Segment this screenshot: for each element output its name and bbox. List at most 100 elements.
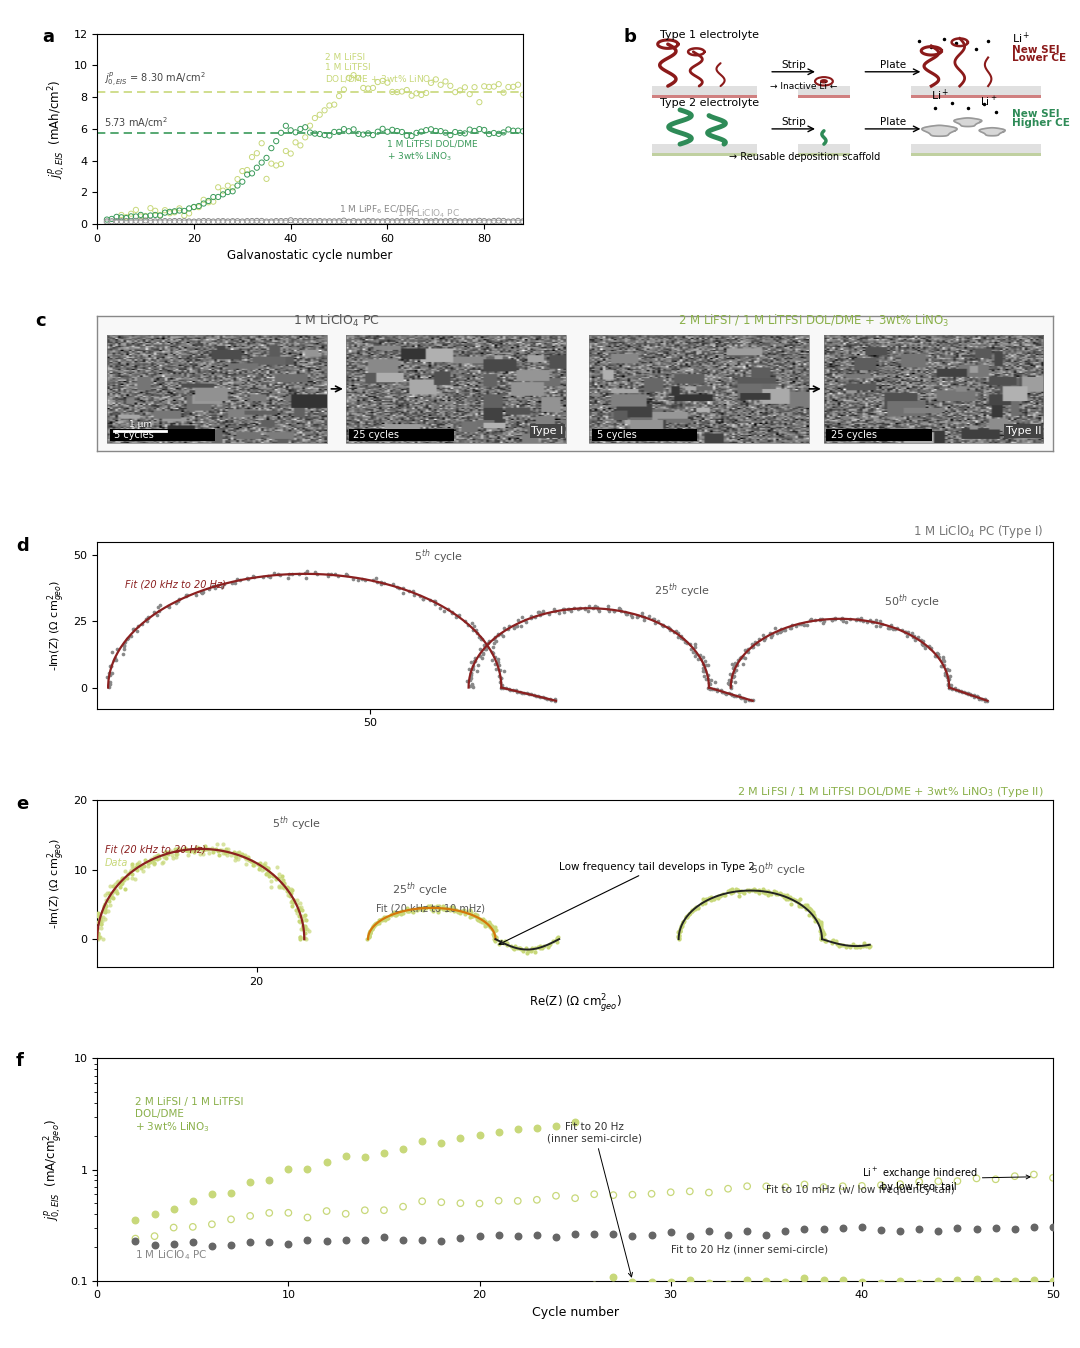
- Point: [472, 639, 489, 661]
- Point: [477, 915, 495, 937]
- Point: [178, 585, 195, 607]
- Point: [684, 899, 701, 921]
- Point: [662, 619, 679, 640]
- Point: [508, 615, 525, 636]
- Point: [874, 613, 891, 635]
- Point: [761, 882, 779, 903]
- Point: [213, 576, 230, 597]
- Point: [287, 121, 305, 143]
- Point: [376, 907, 393, 929]
- Point: [296, 918, 313, 940]
- Point: [495, 82, 512, 104]
- Point: [199, 838, 216, 860]
- Point: [89, 922, 106, 944]
- Point: [485, 210, 502, 232]
- Point: [724, 879, 741, 900]
- Point: [960, 683, 977, 705]
- Point: [176, 210, 193, 232]
- Point: [214, 210, 231, 232]
- Point: [94, 929, 111, 950]
- Point: [715, 681, 732, 702]
- Point: [291, 896, 308, 918]
- Point: [365, 915, 382, 937]
- Point: [237, 847, 254, 868]
- Point: [337, 1202, 354, 1224]
- Point: [222, 844, 240, 865]
- Point: [777, 1177, 794, 1198]
- Point: [654, 615, 672, 636]
- Text: b: b: [623, 28, 636, 46]
- Point: [489, 624, 507, 646]
- Point: [311, 210, 328, 232]
- Point: [245, 566, 262, 588]
- Point: [465, 77, 483, 98]
- Point: [253, 210, 270, 232]
- Point: [368, 572, 386, 593]
- Point: [160, 841, 177, 863]
- Point: [834, 1175, 851, 1197]
- Point: [281, 882, 298, 903]
- Point: [195, 836, 213, 857]
- Point: [754, 624, 771, 646]
- Point: [400, 900, 417, 922]
- Point: [823, 931, 840, 953]
- Point: [287, 210, 305, 232]
- Point: [485, 75, 502, 97]
- Point: [649, 611, 666, 632]
- Point: [307, 123, 324, 144]
- Point: [943, 678, 960, 700]
- Point: [848, 936, 865, 957]
- Point: [719, 1224, 737, 1246]
- Point: [724, 685, 741, 706]
- Point: [133, 856, 150, 878]
- Point: [734, 687, 752, 709]
- Point: [643, 1225, 660, 1247]
- Point: [474, 643, 491, 665]
- Point: [278, 212, 295, 233]
- Point: [135, 860, 152, 882]
- Point: [729, 879, 746, 900]
- Text: New SEI: New SEI: [1012, 109, 1061, 120]
- Point: [469, 623, 486, 644]
- Point: [260, 1231, 278, 1252]
- Point: [851, 936, 868, 957]
- Point: [758, 1224, 775, 1246]
- Point: [95, 898, 112, 919]
- Point: [576, 599, 593, 620]
- Point: [432, 210, 449, 232]
- Point: [467, 903, 484, 925]
- Point: [472, 625, 489, 647]
- Point: [523, 607, 540, 628]
- Point: [1044, 1167, 1062, 1189]
- Point: [428, 212, 445, 233]
- Point: [471, 1193, 488, 1215]
- Point: [421, 589, 438, 611]
- Point: [389, 120, 406, 142]
- Point: [404, 580, 421, 601]
- Point: [463, 665, 481, 686]
- Point: [146, 1233, 163, 1255]
- Point: [787, 890, 805, 911]
- Point: [92, 913, 109, 934]
- Point: [497, 930, 514, 952]
- Point: [203, 1213, 220, 1235]
- Point: [389, 903, 406, 925]
- Point: [350, 569, 367, 590]
- Point: [707, 886, 725, 907]
- Point: [361, 921, 378, 942]
- Point: [143, 848, 160, 869]
- Point: [411, 898, 429, 919]
- Point: [853, 1217, 870, 1239]
- Point: [167, 842, 185, 864]
- Y-axis label: $j_{0,EIS}^p$  (mA/cm$^2_{geo}$): $j_{0,EIS}^p$ (mA/cm$^2_{geo}$): [42, 1119, 65, 1220]
- Point: [146, 845, 163, 867]
- Point: [873, 1220, 890, 1242]
- Point: [509, 937, 526, 958]
- Point: [282, 143, 299, 164]
- Point: [270, 875, 287, 896]
- Point: [460, 902, 477, 923]
- Text: Fit (20 kHz to 20 Hz): Fit (20 kHz to 20 Hz): [105, 844, 206, 855]
- Point: [471, 646, 488, 667]
- FancyBboxPatch shape: [912, 152, 1041, 156]
- Point: [116, 631, 133, 652]
